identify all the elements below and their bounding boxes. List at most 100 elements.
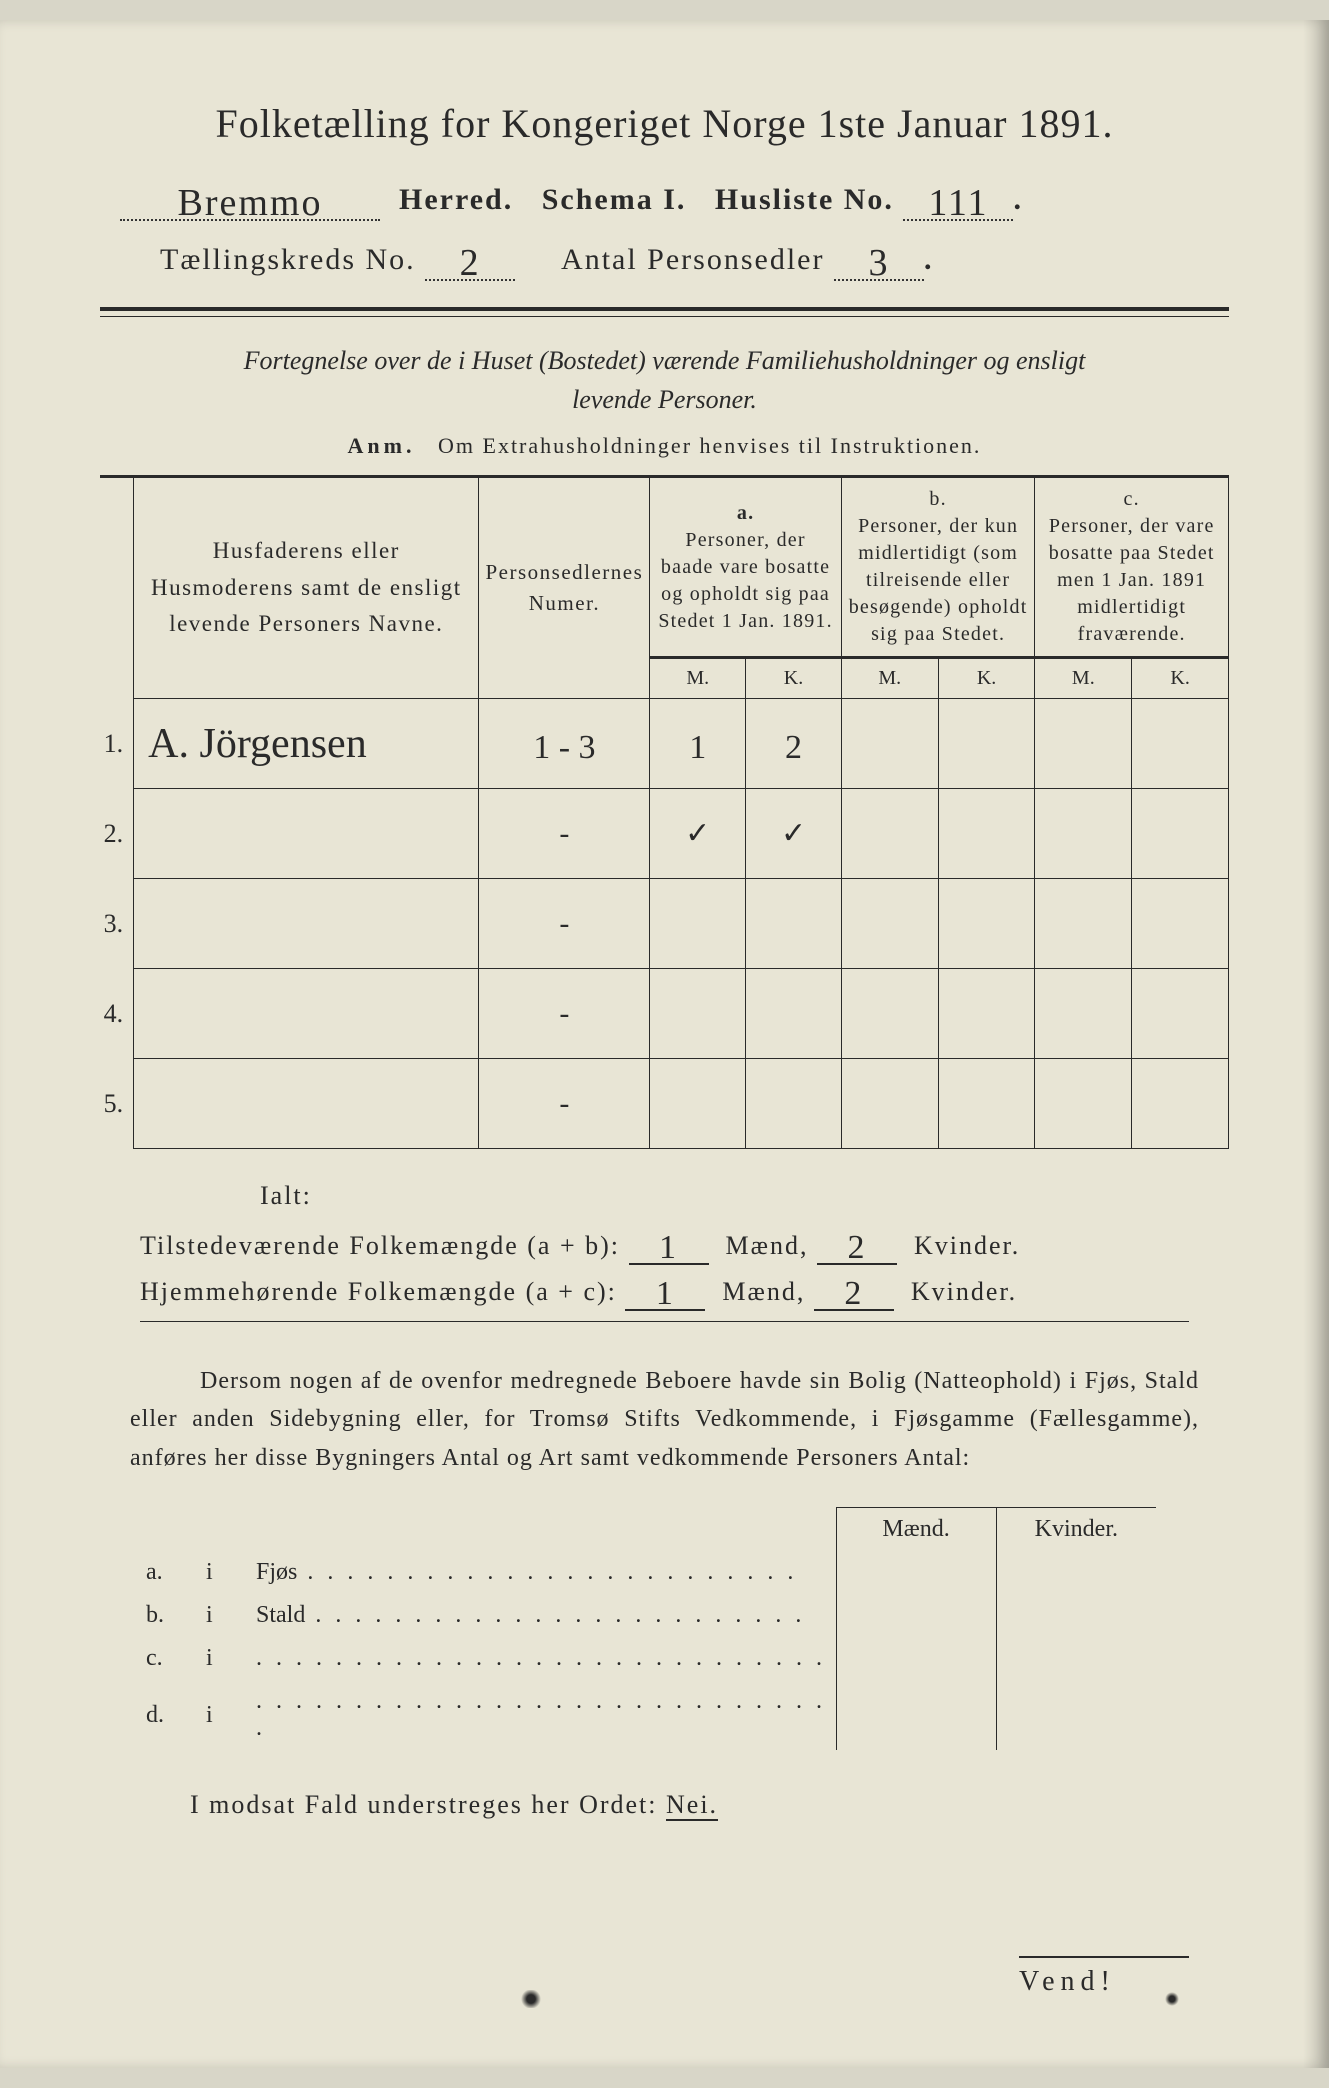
col-a-header: a. Personer, der baade vare bosatte og o… <box>650 477 842 658</box>
cell-bM <box>841 1059 938 1149</box>
cell-bM <box>841 789 938 879</box>
col-name-header: Husfaderens eller Husmoderens samt de en… <box>134 477 479 699</box>
dots: . . . . . . . . . . . . . . . . . . . . … <box>305 1602 805 1628</box>
c-k: K. <box>1132 658 1229 699</box>
fjos-paragraph: Dersom nogen af de ovenfor medregnede Be… <box>130 1362 1199 1477</box>
side-row: c. i . . . . . . . . . . . . . . . . . .… <box>140 1637 1156 1680</box>
fortegnelse-line2: levende Personer. <box>572 385 757 414</box>
row-nums: - <box>479 969 650 1059</box>
side-tag: a. <box>140 1551 200 1594</box>
dots: . . . . . . . . . . . . . . . . . . . . … <box>297 1559 797 1585</box>
side-label: Stald <box>256 1602 305 1628</box>
cell-cK <box>1132 789 1229 879</box>
anm-line: Anm. Om Extrahusholdninger henvises til … <box>100 433 1229 459</box>
table-body: 1. A. Jörgensen 1 - 3 1 2 2. - ✓ ✓ <box>100 699 1229 1149</box>
cell-cM <box>1035 969 1132 1059</box>
side-i: i <box>200 1637 250 1680</box>
side-row: d. i . . . . . . . . . . . . . . . . . .… <box>140 1680 1156 1750</box>
table-row: 4. - <box>100 969 1229 1059</box>
cell-bK <box>938 1059 1035 1149</box>
row-nums: - <box>479 789 650 879</box>
kreds-label: Tællingskreds No. <box>160 243 416 276</box>
kvinder-label: Kvinder. <box>914 1231 1020 1260</box>
cell-bK <box>938 879 1035 969</box>
cell-aM <box>650 879 746 969</box>
side-tag: b. <box>140 1594 200 1637</box>
modsat-text: I modsat Fald understreges her Ordet: <box>190 1790 658 1819</box>
b-m: M. <box>841 658 938 699</box>
col-num-header: Personsedlernes Numer. <box>479 477 650 699</box>
cell-aK <box>746 1059 842 1149</box>
modsat-nej: Nei. <box>666 1790 718 1821</box>
herred-value: Bremmo <box>178 182 323 224</box>
cell-aK: 2 <box>785 729 802 766</box>
kvinder-label: Kvinder. <box>911 1277 1017 1306</box>
cell-cK <box>1132 969 1229 1059</box>
side-label: Fjøs <box>256 1559 297 1585</box>
dots: . . . . . . . . . . . . . . . . . . . . … <box>256 1645 826 1671</box>
main-table: Husfaderens eller Husmoderens samt de en… <box>100 475 1229 1149</box>
cell-bM <box>841 699 938 789</box>
row-num: 3. <box>100 879 134 969</box>
cell-aM: 1 <box>689 729 706 766</box>
a-m: M. <box>650 658 746 699</box>
tilstede-k: 2 <box>847 1229 866 1266</box>
horizontal-rule <box>100 307 1229 317</box>
hjemme-k: 2 <box>844 1275 863 1312</box>
side-row: b. i Stald . . . . . . . . . . . . . . .… <box>140 1594 1156 1637</box>
kreds-line: Tællingskreds No. 2 Antal Personsedler 3… <box>100 235 1229 281</box>
page-title: Folketælling for Kongeriget Norge 1ste J… <box>100 100 1229 147</box>
hjemme-m: 1 <box>656 1275 675 1312</box>
title-text: Folketælling for Kongeriget Norge 1ste J… <box>216 101 1114 146</box>
tilstede-line: Tilstedeværende Folkemængde (a + b): 1 M… <box>140 1225 1229 1265</box>
row-name <box>134 1059 479 1149</box>
cell-aK <box>746 879 842 969</box>
side-i: i <box>200 1594 250 1637</box>
hjemme-line: Hjemmehørende Folkemængde (a + c): 1 Mæn… <box>140 1271 1229 1311</box>
table-row: 1. A. Jörgensen 1 - 3 1 2 <box>100 699 1229 789</box>
fortegnelse-line1: Fortegnelse over de i Huset (Bostedet) v… <box>244 346 1086 375</box>
cell-aM <box>650 969 746 1059</box>
schema-label: Schema I. <box>542 183 687 216</box>
census-form-page: Folketælling for Kongeriget Norge 1ste J… <box>0 20 1329 2068</box>
husliste-value: 111 <box>928 182 988 224</box>
fortegnelse-heading: Fortegnelse over de i Huset (Bostedet) v… <box>100 341 1229 419</box>
col-b-header: b. Personer, der kun midlertidigt (som t… <box>841 477 1035 658</box>
ink-smudge <box>520 1990 542 2008</box>
cell-bK <box>938 789 1035 879</box>
husliste-label: Husliste No. <box>715 183 894 216</box>
ink-smudge <box>1165 1992 1179 2006</box>
cell-aK <box>746 969 842 1059</box>
herred-line: Bremmo Herred. Schema I. Husliste No. 11… <box>100 175 1229 221</box>
row-name <box>134 879 479 969</box>
a-k: K. <box>746 658 842 699</box>
row-num: 2. <box>100 789 134 879</box>
dots: . . . . . . . . . . . . . . . . . . . . … <box>256 1688 826 1741</box>
side-kvinder: Kvinder. <box>996 1508 1156 1552</box>
cell-cM <box>1035 1059 1132 1149</box>
row-name <box>134 969 479 1059</box>
herred-label: Herred. <box>399 183 513 216</box>
cell-aM: ✓ <box>685 817 710 850</box>
tilstede-m: 1 <box>659 1229 678 1266</box>
cell-cK <box>1132 879 1229 969</box>
maend-label: Mænd, <box>722 1277 805 1306</box>
cell-cM <box>1035 789 1132 879</box>
row-num: 4. <box>100 969 134 1059</box>
table-row: 5. - <box>100 1059 1229 1149</box>
side-table: Mænd. Kvinder. a. i Fjøs . . . . . . . .… <box>140 1507 1156 1750</box>
side-tag: d. <box>140 1680 200 1750</box>
b-k: K. <box>938 658 1035 699</box>
ialt-label: Ialt: <box>260 1181 1229 1211</box>
row-name: A. Jörgensen <box>148 721 367 767</box>
sedler-label: Antal Personsedler <box>561 243 824 276</box>
row-name <box>134 789 479 879</box>
col-c-header: c. Personer, der vare bosatte paa Stedet… <box>1035 477 1229 658</box>
cell-bK <box>938 699 1035 789</box>
cell-bK <box>938 969 1035 1059</box>
row-num: 1. <box>100 699 134 789</box>
hjemme-label: Hjemmehørende Folkemængde (a + c): <box>140 1277 617 1306</box>
side-i: i <box>200 1551 250 1594</box>
side-tag: c. <box>140 1637 200 1680</box>
cell-bM <box>841 969 938 1059</box>
